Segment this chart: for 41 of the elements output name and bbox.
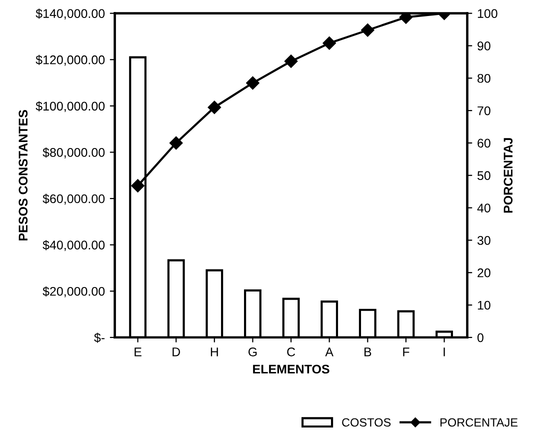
x-tick-label: C (287, 347, 296, 356)
y-tick-label: $80,000.00 (42, 148, 105, 158)
y2-tick-label: 80 (478, 74, 490, 83)
point (131, 179, 144, 192)
y2-tick-label: 100 (478, 9, 498, 18)
y2-tick-label: 50 (477, 171, 490, 180)
y-tick-label: $60,000.00 (42, 194, 105, 205)
legend-label: COSTOS (342, 418, 391, 427)
x-tick-label: I (444, 348, 445, 356)
point (399, 13, 413, 24)
x-axis-title: ELEMENTOS (253, 364, 330, 374)
point (361, 24, 374, 37)
point (170, 136, 183, 150)
y2-tick-label: 60 (478, 138, 490, 148)
legend-label: PORCENTAJE (440, 418, 518, 427)
y2-tick-label: 90 (478, 42, 490, 50)
point (322, 36, 336, 50)
x-tick-label: H (210, 348, 218, 356)
point (208, 100, 221, 114)
y2-tick-label: 20 (478, 268, 490, 278)
y-axis-title: PESOS CONSTANTES (18, 110, 28, 240)
x-tick-label: B (364, 348, 372, 356)
point (246, 76, 260, 90)
y2-tick-label: 10 (478, 300, 490, 310)
y2-tick-label: 70 (478, 106, 490, 116)
x-tick-label: E (134, 348, 142, 356)
y-tick-label: $20,000.00 (42, 286, 105, 298)
y2-tick-label: 30 (477, 236, 490, 245)
y-tick-label: $40,000.00 (42, 240, 105, 251)
point (284, 54, 298, 68)
y-tick-label: $100,000.00 (36, 101, 105, 112)
y-tick-label: $- (94, 332, 105, 343)
y-tick-label: $140,000.00 (36, 8, 105, 20)
x-tick-label: D (172, 348, 180, 356)
y2-tick-label: 40 (477, 204, 490, 212)
y2-tick-label: 0 (477, 333, 484, 342)
x-tick-label: A (325, 348, 334, 356)
y2-axis-title: PORCENTAJ (504, 138, 513, 213)
y-tick-label: $120,000.00 (36, 54, 105, 66)
x-tick-label: F (403, 348, 410, 356)
x-tick-label: G (248, 347, 257, 356)
